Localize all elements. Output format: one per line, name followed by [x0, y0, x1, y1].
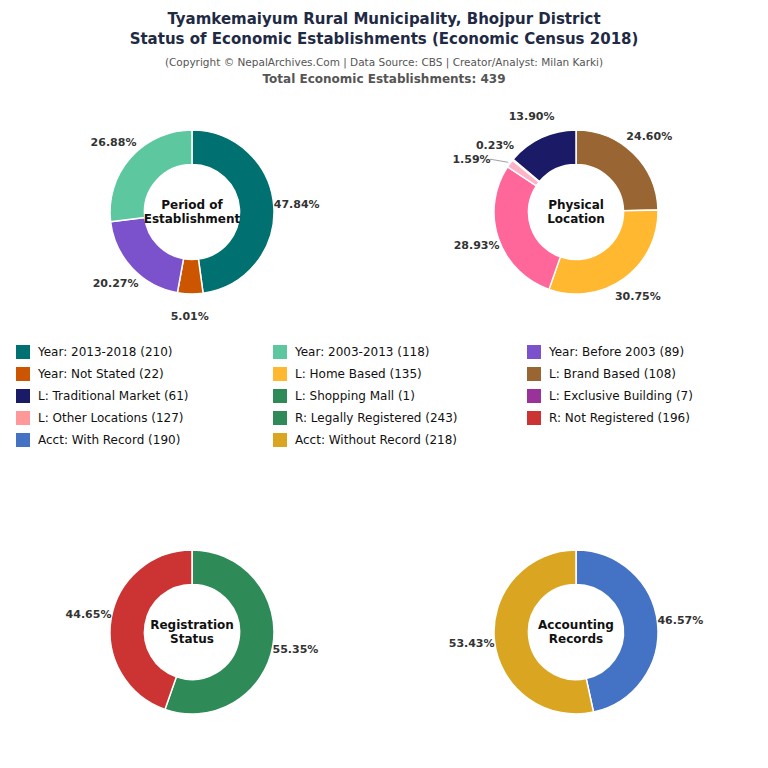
legend-entry: Acct: With Record (190)	[38, 433, 180, 447]
legend-entry: Year: 2003-2013 (118)	[294, 345, 430, 359]
center-label: AccountingRecords	[538, 618, 614, 646]
legend-entry: L: Traditional Market (61)	[38, 389, 189, 403]
donut-slice	[513, 130, 576, 181]
title: Tyamkemaiyum Rural Municipality, Bhojpur…	[167, 10, 600, 28]
legend-entry: Year: Not Stated (22)	[37, 367, 164, 381]
center-label: RegistrationStatus	[150, 618, 234, 646]
legend-swatch	[273, 345, 287, 359]
legend-entry: L: Home Based (135)	[295, 367, 422, 381]
legend-swatch	[16, 411, 30, 425]
title: Status of Economic Establishments (Econo…	[130, 30, 639, 48]
legend: Year: 2013-2018 (210) Year: Not Stated (2…	[16, 345, 693, 447]
center-label-line: Accounting	[538, 618, 614, 632]
legend-swatch	[273, 411, 287, 425]
data-label: 24.60%	[626, 130, 672, 143]
data-label: 55.35%	[273, 643, 319, 656]
data-label: 0.23%	[476, 139, 514, 152]
background	[0, 0, 768, 768]
donut-chart: 24.60% 30.75% 28.93% 1.59%0.23% 13.90% Physic…	[452, 110, 672, 303]
center-label-line: Period of	[161, 198, 223, 212]
leader-line	[490, 159, 508, 162]
data-label: 44.65%	[66, 608, 112, 621]
data-label: 13.90%	[509, 110, 555, 123]
center-label-line: Establishment	[144, 212, 241, 226]
center-label-line: Records	[549, 632, 603, 646]
legend-swatch	[16, 345, 30, 359]
legend-entry: L: Exclusive Building (7)	[549, 389, 693, 403]
legend-swatch	[16, 389, 30, 403]
subtitle: Total Economic Establishments: 439	[263, 72, 506, 86]
legend-entry: Year: Before 2003 (89)	[548, 345, 684, 359]
chart-canvas: Tyamkemaiyum Rural Municipality, Bhojpur…	[0, 0, 768, 768]
legend-entry: R: Not Registered (196)	[549, 411, 690, 425]
legend-swatch	[527, 411, 541, 425]
data-label: 30.75%	[615, 290, 661, 303]
legend-swatch	[527, 389, 541, 403]
data-label: 46.57%	[657, 614, 703, 627]
legend-swatch	[16, 367, 30, 381]
legend-entry: L: Other Locations (127)	[38, 411, 184, 425]
legend-entry: R: Legally Registered (243)	[295, 411, 457, 425]
donut-chart: 55.35% 44.65% RegistrationStatus	[66, 550, 319, 714]
donut-chart: 46.57% 53.43% AccountingRecords	[449, 550, 704, 714]
legend-entry: L: Brand Based (108)	[549, 367, 676, 381]
donut-chart: 47.84% 5.01% 20.27% 26.88% Period ofEstablis…	[91, 130, 320, 323]
center-label: PhysicalLocation	[547, 198, 605, 226]
center-label-line: Status	[170, 632, 214, 646]
donut-slice	[494, 167, 560, 290]
data-label: 5.01%	[171, 310, 209, 323]
legend-swatch	[273, 367, 287, 381]
center-label: Period ofEstablishment	[144, 198, 241, 226]
center-label-line: Physical	[548, 198, 604, 212]
data-label: 28.93%	[454, 239, 500, 252]
legend-swatch	[273, 389, 287, 403]
legend-entry: Acct: Without Record (218)	[295, 433, 457, 447]
legend-entry: Year: 2013-2018 (210)	[37, 345, 173, 359]
legend-entry: L: Shopping Mall (1)	[295, 389, 415, 403]
center-label-line: Registration	[150, 618, 234, 632]
legend-swatch	[273, 433, 287, 447]
legend-swatch	[527, 367, 541, 381]
center-label-line: Location	[547, 212, 605, 226]
legend-swatch	[16, 433, 30, 447]
data-label: 1.59%	[452, 153, 490, 166]
data-label: 26.88%	[91, 136, 137, 149]
legend-swatch	[527, 345, 541, 359]
data-label: 53.43%	[449, 637, 495, 650]
data-label: 20.27%	[93, 277, 139, 290]
data-label: 47.84%	[274, 198, 320, 211]
subtitle: (Copyright © NepalArchives.Com | Data So…	[165, 56, 603, 69]
